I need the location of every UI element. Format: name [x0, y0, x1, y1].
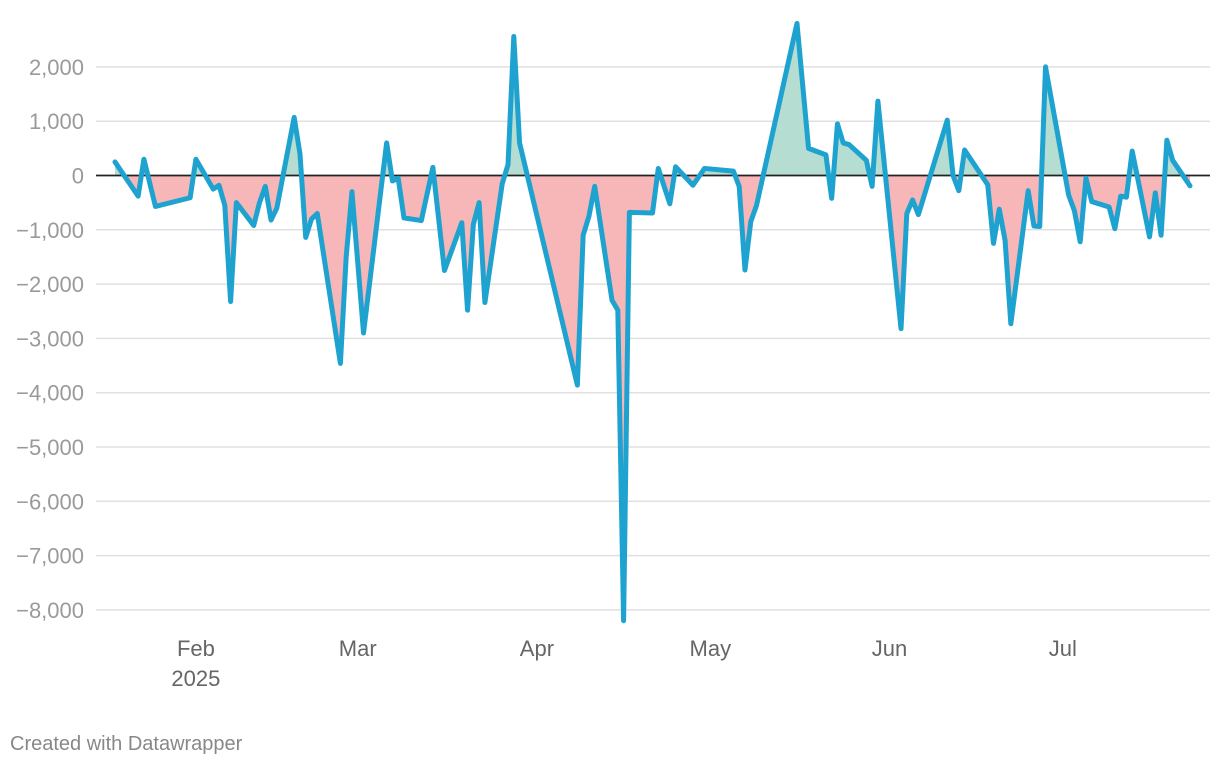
x-tick-label: Jul	[1049, 636, 1077, 661]
negative-area	[527, 175, 658, 621]
y-tick-label: 1,000	[29, 109, 84, 134]
area-layer	[115, 23, 1190, 621]
y-tick-label: −2,000	[16, 272, 84, 297]
y-tick-label: −6,000	[16, 489, 84, 514]
y-tick-label: 0	[72, 164, 84, 189]
y-tick-label: −7,000	[16, 544, 84, 569]
x-tick-label: Feb	[177, 636, 215, 661]
y-axis-tick-labels: 2,000 1,000 0 −1,000 −2,000 −3,000 −4,000 −5,00…	[16, 55, 84, 623]
x-tick-label: Jun	[872, 636, 907, 661]
x-tick-label: Apr	[520, 636, 554, 661]
y-tick-label: −5,000	[16, 435, 84, 460]
y-tick-label: 2,000	[29, 55, 84, 80]
line-layer	[112, 20, 1193, 624]
y-tick-label: −1,000	[16, 218, 84, 243]
datawrapper-credit: Created with Datawrapper	[10, 733, 243, 755]
y-tick-label: −4,000	[16, 381, 84, 406]
x-tick-label: May	[690, 636, 732, 661]
negative-area	[205, 175, 284, 302]
positive-area	[763, 23, 829, 176]
x-tick-label: Mar	[339, 636, 377, 661]
line-chart: 2,000 1,000 0 −1,000 −2,000 −3,000 −4,000 −5,00…	[16, 20, 1210, 691]
grid-layer	[96, 66, 1210, 611]
negative-area	[1137, 175, 1165, 237]
x-tick-year-label: 2025	[171, 666, 220, 691]
y-tick-label: −3,000	[16, 326, 84, 351]
y-tick-label: −8,000	[16, 598, 84, 623]
x-axis-tick-labels: Feb 2025 Mar Apr May Jun Jul	[171, 636, 1076, 691]
negative-area	[885, 175, 931, 329]
series-line	[112, 20, 1193, 624]
